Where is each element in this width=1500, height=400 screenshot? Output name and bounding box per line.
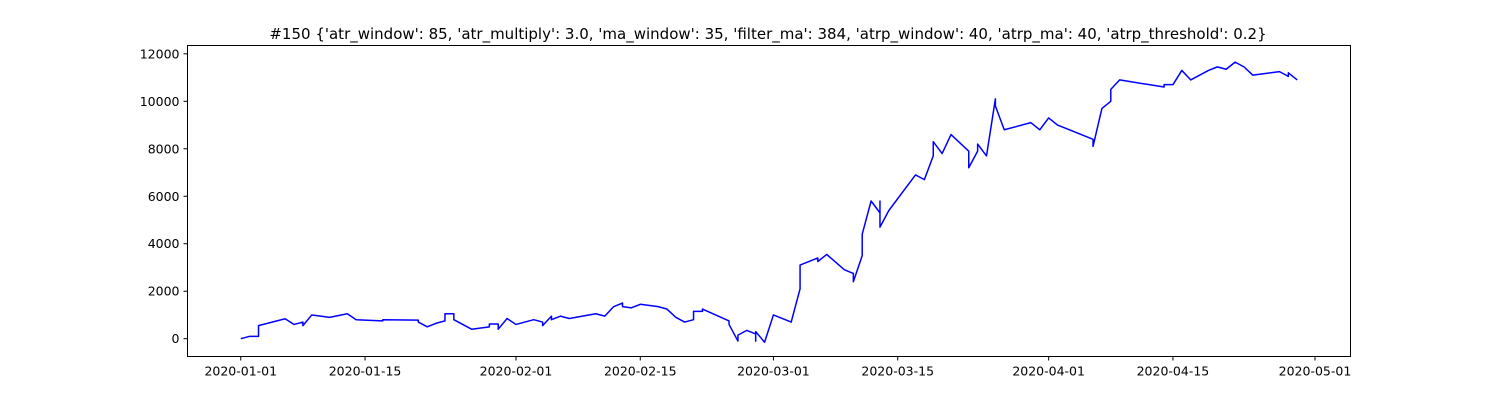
plot-frame [187,45,1351,357]
y-tick-label: 0 [172,331,180,346]
x-tick-label: 2020-03-15 [861,364,934,379]
y-tick-label: 10000 [140,94,180,109]
line-series [240,61,1298,344]
x-tick-label: 2020-02-15 [604,364,677,379]
y-tick-label: 6000 [148,189,180,204]
y-tick-label: 2000 [148,284,180,299]
x-tick-label: 2020-04-15 [1137,364,1210,379]
y-tick-label: 4000 [148,236,180,251]
y-tick-label: 12000 [140,46,180,61]
x-tick-label: 2020-03-01 [737,364,810,379]
chart-title: #150 {'atr_window': 85, 'atr_multiply': … [269,25,1266,44]
x-tick-label: 2020-05-01 [1279,364,1352,379]
x-tick-label: 2020-01-15 [329,364,402,379]
x-tick-label: 2020-02-01 [480,364,553,379]
x-tick-label: 2020-01-01 [204,364,277,379]
x-tick-label: 2020-04-01 [1012,364,1085,379]
y-tick-label: 8000 [148,141,180,156]
